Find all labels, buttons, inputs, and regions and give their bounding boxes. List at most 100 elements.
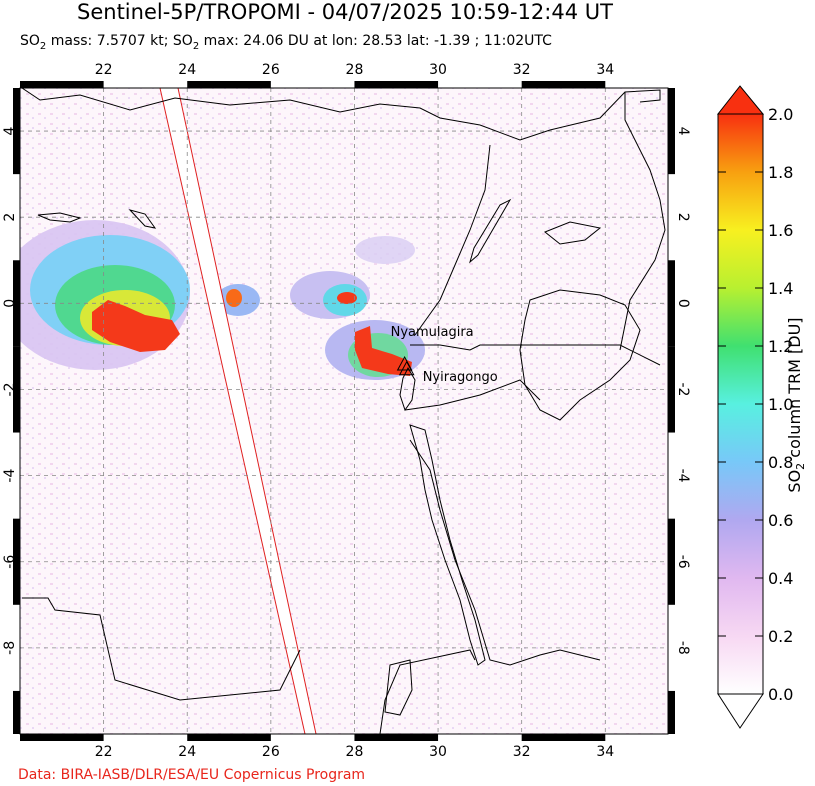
lon-labels-top: 22 24 26 28 30 32 34 [95, 62, 615, 78]
frame-bar-right [668, 690, 675, 734]
colorbar-tick-label: 0.2 [768, 627, 793, 646]
frame-bar-right [668, 518, 675, 605]
volcano-label: Nyamulagira [391, 325, 474, 340]
volcano-marker [398, 360, 415, 376]
frame-bar-top [187, 81, 271, 88]
frame-bar-right [668, 260, 675, 347]
frame-bar-left [13, 260, 20, 347]
colorbar-tick-label: 1.0 [768, 395, 793, 414]
lon-tick-top: 34 [596, 62, 614, 78]
colorbar-tick-label: 1.8 [768, 163, 793, 182]
colorbar-max-arrow [716, 85, 765, 115]
frame-bar-left [13, 518, 20, 605]
border-uganda-west [414, 144, 491, 336]
lat-tick-left: -6 [2, 555, 18, 569]
frame-bar-right [668, 88, 675, 175]
lat-tick-left: -4 [2, 469, 18, 483]
lon-tick-bottom: 34 [596, 744, 614, 760]
border-car [21, 88, 481, 126]
lon-tick-top: 24 [178, 62, 196, 78]
lon-tick-bottom: 30 [429, 744, 447, 760]
lat-tick-right: -8 [675, 641, 691, 655]
lon-tick-top: 32 [513, 62, 531, 78]
data-credit: Data: BIRA-IASB/DLR/ESA/EU Copernicus Pr… [18, 767, 366, 783]
lake-kyoga [544, 221, 602, 245]
lat-labels-left: 4 2 0 -2 -4 -6 -8 [2, 127, 18, 655]
colorbar-tick-label: 1.6 [768, 221, 793, 240]
colorbar: 0.0 0.2 0.4 0.6 0.8 1.0 1.2 1.4 1.6 1.8 2.0 [716, 85, 793, 729]
plume-east-spot [337, 292, 357, 304]
orbit-edge-west [159, 88, 306, 734]
colorbar-tick-label: 0.6 [768, 511, 793, 530]
lat-tick-left: 4 [2, 127, 18, 136]
lake-tanganyika [409, 424, 486, 666]
colorbar-tick-label: 0.8 [768, 453, 793, 472]
volcano-markers: Nyamulagira Nyiragongo [391, 325, 498, 385]
frame-bar-bottom [354, 734, 439, 741]
orbit-edge-east [177, 88, 317, 734]
plume-mid-core [226, 289, 242, 307]
plume-east-core [355, 326, 412, 376]
coastlines [21, 88, 666, 734]
lon-tick-bottom: 26 [262, 744, 280, 760]
frame-bar-left [13, 690, 20, 734]
border-rwanda [410, 344, 661, 366]
frame-bar-top [354, 81, 439, 88]
colorbar-tick-label: 2.0 [768, 105, 793, 124]
frame-bar-top [521, 81, 606, 88]
border-zambia [379, 649, 476, 734]
lake-albert [469, 198, 512, 264]
border-burundi [404, 379, 541, 411]
lat-tick-left: 0 [2, 299, 18, 308]
plume-north [355, 236, 415, 264]
lat-tick-right: 4 [675, 127, 691, 136]
lon-tick-top: 22 [95, 62, 113, 78]
map-background [20, 88, 668, 734]
lake-mai-ndombe [37, 212, 82, 223]
lon-tick-top: 30 [429, 62, 447, 78]
lon-labels-bottom: 22 24 26 28 30 32 34 [95, 744, 615, 760]
lon-tick-top: 28 [346, 62, 364, 78]
colorbar-tick-label: 0.4 [768, 569, 793, 588]
border-uganda-east [619, 92, 666, 351]
map-title: Sentinel-5P/TROPOMI - 04/07/2025 10:59-1… [77, 0, 613, 24]
lon-tick-bottom: 32 [513, 744, 531, 760]
lat-tick-left: 2 [2, 213, 18, 222]
lon-tick-top: 26 [262, 62, 280, 78]
lake-mweru [384, 659, 413, 716]
colorbar-tick-label: 1.2 [768, 337, 793, 356]
lake-victoria [519, 289, 641, 421]
lat-tick-right: 0 [675, 299, 691, 308]
border-angola [22, 597, 301, 701]
lon-tick-bottom: 22 [95, 744, 113, 760]
colorbar-tick-label: 1.4 [768, 279, 793, 298]
frame-bar-bottom [187, 734, 271, 741]
frame-bar-bottom [20, 734, 104, 741]
frame-bar-right [668, 346, 675, 433]
border-sudan [479, 89, 661, 141]
gridlines [20, 88, 668, 734]
lon-tick-bottom: 28 [346, 744, 364, 760]
lat-tick-right: -4 [675, 469, 691, 483]
lat-tick-right: -2 [675, 382, 691, 396]
frame-bar-left [13, 346, 20, 433]
colorbar-min-arrow [717, 693, 764, 729]
frame-bar-top [20, 81, 104, 88]
map-frame-ticks [13, 81, 675, 741]
so2-plumes [20, 88, 668, 734]
lat-tick-left: -8 [2, 641, 18, 655]
lat-labels-right: 4 2 0 -2 -4 -6 -8 [675, 127, 691, 655]
colorbar-label: SO2 column TRM [DU] [784, 317, 808, 493]
volcano-label: Nyiragongo [423, 370, 498, 385]
colorbar-ticks: 0.0 0.2 0.4 0.6 0.8 1.0 1.2 1.4 1.6 1.8 2.0 [718, 105, 793, 704]
lat-tick-right: -6 [675, 555, 691, 569]
lon-tick-bottom: 24 [178, 744, 196, 760]
border-tanzania [409, 439, 601, 666]
lat-tick-right: 2 [675, 213, 691, 222]
lake-tumba [128, 209, 157, 229]
so2-summary: SO2 mass: 7.5707 kt; SO2 max: 24.06 DU a… [20, 33, 552, 52]
plume-west-core [92, 300, 180, 352]
frame-bar-bottom [521, 734, 606, 741]
frame-bar-left [13, 88, 20, 175]
